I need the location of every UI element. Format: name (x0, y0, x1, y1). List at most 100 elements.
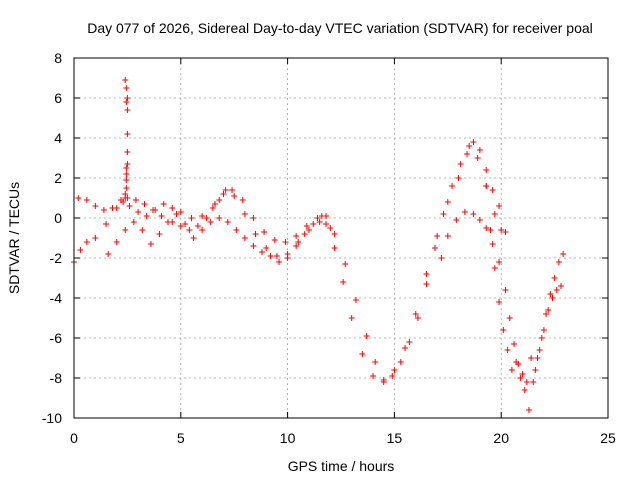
data-point (380, 377, 387, 383)
y-tick-label: -10 (42, 410, 62, 426)
x-tick-labels: 0 5 10 15 20 25 (70, 430, 616, 446)
data-point (491, 211, 498, 217)
data-point (150, 207, 157, 213)
data-point (532, 367, 539, 373)
x-tick-label: 20 (493, 430, 509, 446)
data-point (359, 351, 366, 357)
data-point (293, 243, 300, 249)
data-point (470, 211, 477, 217)
data-point (92, 203, 99, 209)
data-point (126, 203, 133, 209)
data-point (123, 171, 130, 177)
y-tick-label: 4 (54, 130, 62, 146)
data-point (122, 77, 129, 83)
data-point (261, 229, 268, 235)
data-point (444, 233, 451, 239)
data-point (489, 187, 496, 193)
data-point (536, 347, 543, 353)
data-point (216, 197, 223, 203)
data-point (331, 231, 338, 237)
data-point (476, 217, 483, 223)
data-point (534, 355, 541, 361)
data-point (502, 229, 509, 235)
data-point (476, 147, 483, 153)
data-point (284, 255, 291, 261)
data-point (271, 237, 278, 243)
data-point (92, 235, 99, 241)
data-point (158, 213, 165, 219)
data-point (470, 139, 477, 145)
y-tick-label: 6 (54, 90, 62, 106)
data-point (340, 279, 347, 285)
data-point (521, 387, 528, 393)
data-point (123, 85, 130, 91)
data-point (239, 197, 246, 203)
data-point (491, 265, 498, 271)
data-point (117, 197, 124, 203)
data-point (124, 131, 131, 137)
data-point (282, 239, 289, 245)
data-point (122, 191, 129, 197)
data-point (331, 245, 338, 251)
data-point (233, 227, 240, 233)
data-point (397, 359, 404, 365)
data-point (177, 209, 184, 215)
chart-title: Day 077 of 2026, Sidereal Day-to-day VTE… (87, 20, 593, 36)
data-point (250, 243, 257, 249)
data-point (169, 205, 176, 211)
data-point (124, 107, 131, 113)
series-trace-d (438, 209, 565, 385)
data-point (372, 359, 379, 365)
data-point (389, 373, 396, 379)
data-point (423, 271, 430, 277)
data-point (301, 231, 308, 237)
data-point (444, 199, 451, 205)
data-point (500, 327, 507, 333)
data-point (483, 183, 490, 189)
data-point (498, 227, 505, 233)
x-tick-label: 0 (70, 430, 78, 446)
data-point (229, 187, 236, 193)
data-point (139, 227, 146, 233)
data-point (75, 195, 82, 201)
data-point (190, 235, 197, 241)
data-point (466, 143, 473, 149)
data-point (352, 297, 359, 303)
data-point (517, 375, 524, 381)
data-point (318, 213, 325, 219)
y-tick-label: 8 (54, 50, 62, 66)
data-point (449, 183, 456, 189)
data-point (209, 205, 216, 211)
data-point (263, 245, 270, 251)
data-point (506, 315, 513, 321)
data-point (440, 211, 447, 217)
data-point (124, 161, 131, 167)
data-point (231, 193, 238, 199)
data-point (123, 177, 130, 183)
y-axis-label: SDTVAR / TECUs (6, 182, 22, 294)
data-point (143, 213, 150, 219)
data-point (502, 287, 509, 293)
data-point (461, 209, 468, 215)
data-point (363, 333, 370, 339)
y-tick-label: -2 (50, 250, 63, 266)
data-point (156, 231, 163, 237)
data-point (199, 213, 206, 219)
data-point (496, 299, 503, 305)
x-axis-label: GPS time / hours (288, 458, 395, 474)
data-point (553, 287, 560, 293)
data-point (457, 161, 464, 167)
data-point (316, 219, 323, 225)
data-point (323, 221, 330, 227)
data-point (186, 227, 193, 233)
data-point (303, 223, 310, 229)
data-point (203, 215, 210, 221)
data-point (123, 185, 130, 191)
data-point (525, 407, 532, 413)
series-trace-c (105, 211, 334, 265)
data-point (124, 149, 131, 155)
data-point (220, 191, 227, 197)
data-point (222, 187, 229, 193)
data-point (508, 367, 515, 373)
